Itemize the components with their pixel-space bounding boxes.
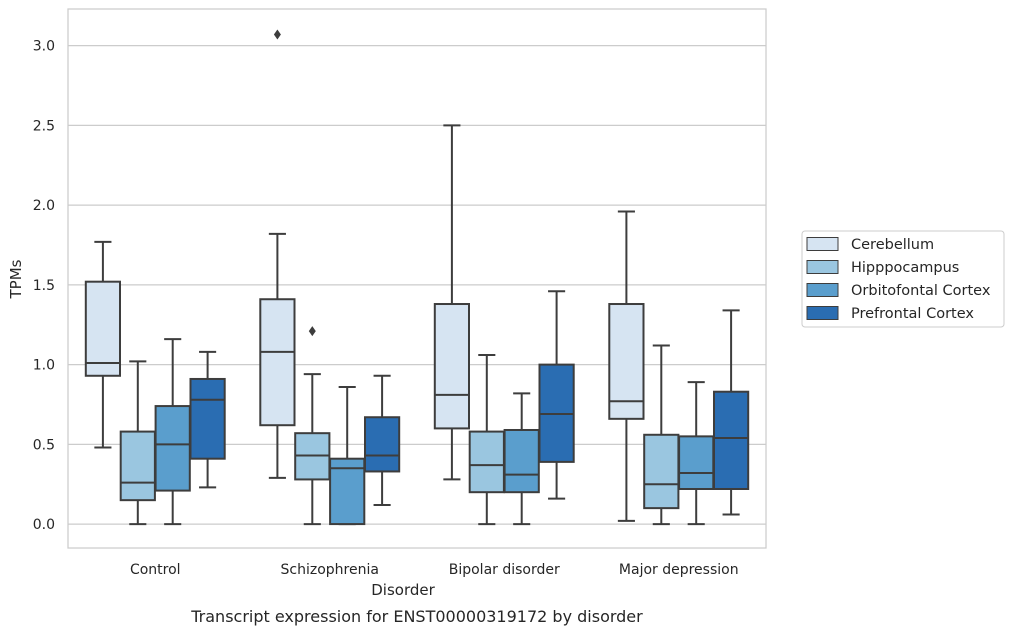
box-iqr [154,405,191,492]
outlier-point [308,326,316,337]
box-iqr [329,457,366,526]
x-tick-label: Control [130,562,181,578]
legend-swatch [806,306,839,320]
box-iqr [363,416,401,473]
box-iqr [433,303,471,430]
box-iqr [189,377,226,460]
legend-label: Orbitofontal Cortex [851,283,991,299]
legend-label: Hipppocampus [851,260,959,276]
box-orbitofontal-cortex [154,338,191,526]
box-hipppocampus [119,360,156,526]
box-iqr [84,280,122,377]
x-tick-labels: Control Schizophrenia Bipolar disorder Majo… [130,562,739,578]
box-prefrontal-cortex [712,309,750,516]
legend-swatch [806,283,839,297]
box-iqr [643,433,680,510]
box-orbitofontal-cortex [503,392,540,526]
legend-frame [801,230,1005,328]
plot-frame [67,8,767,549]
box-iqr [608,303,645,420]
y-tick-labels: 0.0 0.5 1.0 1.5 2.0 2.5 3.0 [33,39,55,533]
outlier-point [273,29,281,40]
box-iqr [678,435,715,490]
chart-caption: Transcript expression for ENST0000031917… [190,607,643,626]
box-orbitofontal-cortex [678,381,715,526]
y-tick-label: 1.0 [33,358,55,374]
y-tick-label: 2.5 [33,118,55,134]
legend-swatch [806,237,839,251]
box-iqr [259,298,296,427]
box-iqr [712,390,750,490]
legend-label: Cerebellum [851,237,934,253]
legend-swatch [806,260,839,274]
box-hipppocampus [294,326,331,526]
y-tick-label: 0.0 [33,517,55,533]
y-tick-label: 3.0 [33,39,55,55]
box-cerebellum [433,124,471,481]
box-cerebellum [608,210,645,522]
box-cerebellum [84,240,122,449]
x-tick-label: Major depression [619,562,739,578]
box-prefrontal-cortex [363,374,401,506]
y-tick-label: 2.0 [33,198,55,214]
box-orbitofontal-cortex [329,385,366,526]
x-tick-label: Bipolar disorder [449,562,560,578]
box-cerebellum [259,29,296,479]
y-tick-label: 0.5 [33,437,55,453]
legend: Cerebellum Hipppocampus Orbitofontal Corte… [801,230,1005,328]
x-tick-label: Schizophrenia [281,562,379,578]
box-iqr [503,428,540,494]
box-hipppocampus [468,354,505,526]
box-series [84,29,750,526]
box-prefrontal-cortex [189,350,226,489]
y-axis-title: TPMs [7,259,25,299]
legend-label: Prefrontal Cortex [851,306,974,322]
x-axis-title: Disorder [371,581,435,599]
y-tick-label: 1.5 [33,278,55,294]
box-hipppocampus [643,344,680,526]
box-prefrontal-cortex [538,290,575,500]
box-iqr [468,430,505,494]
box-iqr [119,430,156,502]
